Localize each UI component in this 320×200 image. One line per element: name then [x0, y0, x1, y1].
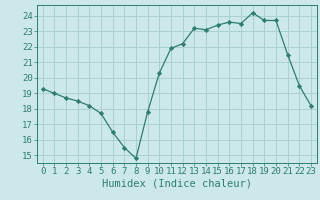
X-axis label: Humidex (Indice chaleur): Humidex (Indice chaleur): [102, 179, 252, 189]
